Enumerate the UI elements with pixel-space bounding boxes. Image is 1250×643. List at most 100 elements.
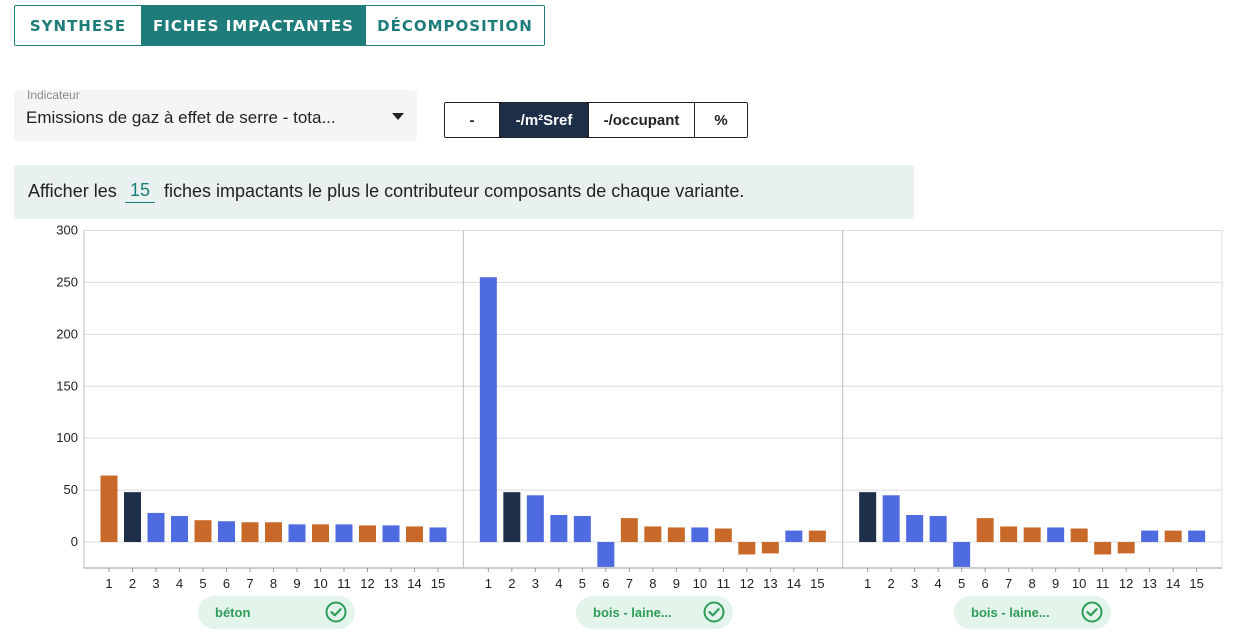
x-tick-label: 10 <box>1072 576 1086 591</box>
bar <box>1117 542 1135 554</box>
x-tick-label: 15 <box>431 576 445 591</box>
x-tick-label: 9 <box>1052 576 1059 591</box>
bar <box>265 522 282 542</box>
display-count-bar: Afficher les 15 fiches impactants le plu… <box>14 165 914 219</box>
bar <box>761 542 779 554</box>
bar <box>288 524 306 542</box>
x-tick-label: 4 <box>555 576 562 591</box>
variant-pill-3[interactable]: bois - laine... <box>954 596 1111 629</box>
x-tick-label: 5 <box>199 576 206 591</box>
bar <box>241 522 259 542</box>
caret-down-icon <box>392 113 404 120</box>
fiche-count-input[interactable]: 15 <box>125 180 155 203</box>
y-tick-label: 50 <box>64 482 78 497</box>
x-tick-label: 1 <box>105 576 112 591</box>
x-tick-label: 12 <box>1119 576 1133 591</box>
bar <box>1023 527 1041 542</box>
bar <box>906 515 924 542</box>
x-tick-label: 12 <box>740 576 754 591</box>
bar <box>929 516 947 542</box>
info-prefix: Afficher les <box>28 181 117 201</box>
bar <box>597 542 615 567</box>
x-tick-label: 8 <box>649 576 656 591</box>
bar <box>171 516 188 542</box>
bar <box>218 521 235 542</box>
x-tick-label: 2 <box>129 576 136 591</box>
x-tick-label: 13 <box>384 576 398 591</box>
bar <box>550 515 568 542</box>
variant-pill-label: bois - laine... <box>971 605 1050 620</box>
bar <box>100 475 118 542</box>
x-tick-label: 10 <box>313 576 327 591</box>
x-tick-label: 7 <box>246 576 253 591</box>
variant-pill-1[interactable]: béton <box>198 596 355 629</box>
bar <box>785 530 803 542</box>
info-suffix: fiches impactants le plus le contributeu… <box>164 181 745 201</box>
bar <box>312 524 329 542</box>
unit-percent-button[interactable]: % <box>694 103 747 137</box>
bar <box>953 542 971 567</box>
x-tick-label: 4 <box>176 576 183 591</box>
y-tick-label: 300 <box>56 223 78 238</box>
bar <box>882 495 900 542</box>
tab-bar: SYNTHESE FICHES IMPACTANTES DÉCOMPOSITIO… <box>14 5 545 46</box>
indicator-select[interactable]: Indicateur Emissions de gaz à effet de s… <box>14 88 417 141</box>
bar <box>429 527 447 542</box>
y-tick-label: 150 <box>56 378 78 393</box>
check-circle-icon <box>703 601 725 623</box>
x-tick-label: 11 <box>717 576 731 591</box>
y-tick-label: 250 <box>56 274 78 289</box>
bar <box>479 277 497 542</box>
bar <box>147 512 165 542</box>
variant-pill-label: bois - laine... <box>593 605 672 620</box>
tab-decomposition[interactable]: DÉCOMPOSITION <box>365 6 544 45</box>
x-tick-label: 11 <box>1096 576 1110 591</box>
bar <box>382 525 400 542</box>
bar <box>1070 528 1088 542</box>
x-tick-label: 1 <box>485 576 492 591</box>
x-tick-label: 2 <box>888 576 895 591</box>
x-tick-label: 13 <box>763 576 777 591</box>
x-tick-label: 6 <box>982 576 989 591</box>
bar <box>1094 542 1112 555</box>
unit-absolute-button[interactable]: - <box>445 103 499 137</box>
unit-toggle: - -/m²Sref -/occupant % <box>444 102 748 138</box>
bar <box>526 495 544 542</box>
bar <box>1188 530 1206 542</box>
bar <box>644 526 662 542</box>
x-tick-label: 12 <box>360 576 374 591</box>
bar <box>859 492 877 542</box>
x-tick-label: 8 <box>270 576 277 591</box>
x-tick-label: 1 <box>864 576 871 591</box>
bar <box>1000 526 1018 542</box>
bar <box>1141 530 1159 542</box>
x-tick-label: 13 <box>1142 576 1156 591</box>
tab-synthese[interactable]: SYNTHESE <box>15 6 141 45</box>
x-tick-label: 5 <box>958 576 965 591</box>
unit-per-m2-button[interactable]: -/m²Sref <box>499 103 588 137</box>
x-tick-label: 15 <box>810 576 824 591</box>
x-tick-label: 14 <box>407 576 421 591</box>
variant-pill-2[interactable]: bois - laine... <box>576 596 733 629</box>
tab-fiches-impactantes[interactable]: FICHES IMPACTANTES <box>141 6 365 45</box>
bar <box>359 525 376 542</box>
unit-per-occupant-button[interactable]: -/occupant <box>588 103 694 137</box>
x-tick-label: 11 <box>337 576 351 591</box>
bar <box>573 516 591 542</box>
y-tick-label: 100 <box>56 430 78 445</box>
x-tick-label: 3 <box>532 576 539 591</box>
bar <box>1164 530 1182 542</box>
x-tick-label: 3 <box>152 576 159 591</box>
bar <box>976 518 994 542</box>
x-tick-label: 7 <box>626 576 633 591</box>
bar <box>406 526 423 542</box>
bar <box>808 530 826 542</box>
bar <box>667 527 685 542</box>
bar <box>1047 527 1065 542</box>
x-tick-label: 8 <box>1029 576 1036 591</box>
x-tick-label: 6 <box>223 576 230 591</box>
x-tick-label: 3 <box>911 576 918 591</box>
x-tick-label: 2 <box>508 576 515 591</box>
bar <box>691 527 709 542</box>
